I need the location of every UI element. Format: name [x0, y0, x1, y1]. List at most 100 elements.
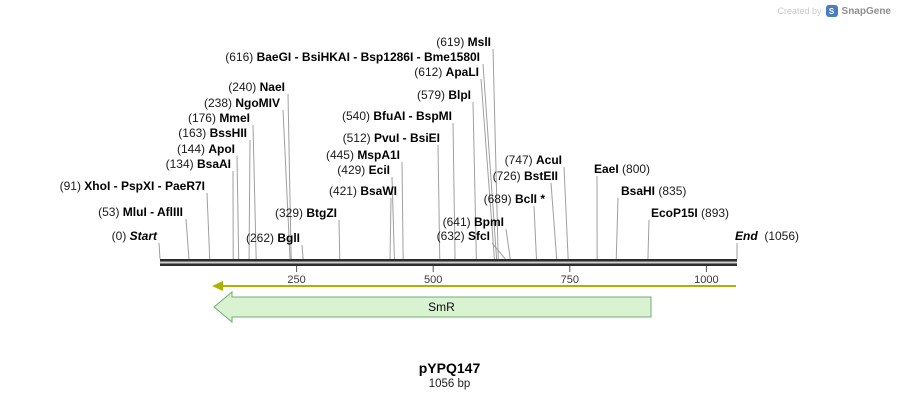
- restriction-site-label: (176) MmeI: [188, 111, 250, 125]
- site-connector-line: [550, 182, 558, 260]
- restriction-site-label: (612) ApaLI: [414, 65, 479, 79]
- restriction-site-label: (0) Start: [112, 229, 157, 243]
- restriction-site-label: BsaHI (835): [621, 184, 686, 198]
- site-position-text: (619): [436, 35, 468, 49]
- site-connector-line: [615, 197, 619, 260]
- site-position-text: (540): [341, 109, 374, 123]
- restriction-site-label: (329) BtgZI: [275, 206, 337, 220]
- restriction-site-label: (262) BglI: [246, 231, 300, 245]
- restriction-site-label: (540) BfuAI - BspMI: [342, 109, 452, 123]
- site-position-text: (579): [416, 88, 449, 102]
- site-connector-line: [206, 192, 211, 260]
- restriction-site-label: (144) ApoI: [177, 142, 235, 156]
- site-position-text: (176): [187, 111, 220, 125]
- enzyme-name-text: ApoI: [208, 142, 235, 156]
- site-position-text: (53): [98, 205, 123, 219]
- site-connector-line: [287, 93, 292, 260]
- enzyme-name-text: End: [735, 229, 758, 243]
- restriction-site-label: (91) XhoI - PspXI - PaeR7I: [60, 179, 205, 193]
- enzyme-name-text: MspA1I: [357, 148, 400, 162]
- site-position-text: (1056): [757, 229, 800, 243]
- enzyme-name-text: NgoMIV: [235, 96, 280, 110]
- site-connector-line: [389, 197, 392, 260]
- enzyme-name-text: AcuI: [535, 153, 562, 167]
- site-connector-line: [472, 101, 477, 260]
- map-length-label: 1056 bp: [428, 378, 471, 390]
- restriction-site-label: (632) SfcI: [437, 229, 490, 243]
- restriction-site-label: (163) BssHII: [178, 126, 247, 140]
- restriction-site-label: (429) EciI: [337, 163, 390, 177]
- site-connector-line: [563, 166, 569, 260]
- axis-tick-label: 750: [561, 274, 579, 286]
- site-position-text: (893): [697, 206, 730, 220]
- feature-arrow-smr: [213, 290, 652, 324]
- site-position-text: (800): [618, 162, 651, 176]
- site-connector-line: [252, 124, 257, 260]
- site-position-text: (445): [325, 148, 358, 162]
- map-title: pYPQ147: [418, 360, 481, 376]
- site-connector-line: [492, 48, 499, 260]
- site-position-text: (726): [492, 169, 524, 183]
- enzyme-name-text: XhoI - PspXI - PaeR7I: [84, 179, 205, 193]
- enzyme-name-text: BsaHI: [621, 184, 656, 198]
- site-position-text: (238): [203, 96, 236, 110]
- site-position-text: (835): [655, 184, 687, 198]
- site-position-text: (512): [342, 131, 374, 145]
- restriction-site-label: (579) BlpI: [417, 88, 471, 102]
- site-connector-line: [391, 176, 395, 260]
- site-position-text: (240): [228, 80, 260, 94]
- site-position-text: (91): [59, 179, 85, 193]
- enzyme-name-text: BlpI: [448, 88, 471, 102]
- enzyme-name-text: EciI: [368, 163, 390, 177]
- site-position-text: (421): [328, 184, 361, 198]
- enzyme-name-text: Start: [129, 229, 157, 243]
- watermark-prefix-text: Created by: [777, 6, 822, 16]
- restriction-site-label: EaeI (800): [594, 162, 650, 176]
- enzyme-name-text: MmeI: [219, 111, 250, 125]
- sequence-axis-inner: [160, 261, 737, 264]
- restriction-site-label: (134) BsaAI: [166, 157, 231, 171]
- enzyme-name-text: BclI *: [514, 192, 545, 206]
- restriction-site-label: (619) MslI: [436, 35, 491, 49]
- site-position-text: (616): [225, 50, 257, 64]
- enzyme-name-text: BpmI: [474, 215, 504, 229]
- site-connector-line: [480, 78, 495, 260]
- site-position-text: (612): [414, 65, 446, 79]
- restriction-site-label: (512) PvuI - BsiEI: [343, 131, 440, 145]
- watermark-brand-text: SnapGene: [841, 5, 891, 17]
- enzyme-name-text: BsaWI: [360, 184, 397, 198]
- restriction-site-label: (747) AcuI: [505, 153, 562, 167]
- site-connector-line: [647, 219, 650, 260]
- site-connector-line: [437, 144, 441, 260]
- site-connector-line: [236, 155, 240, 260]
- site-position-text: (0): [111, 229, 130, 243]
- enzyme-name-text: BtgZI: [306, 206, 337, 220]
- axis-tick-label: 250: [287, 274, 305, 286]
- site-position-text: (262): [245, 231, 278, 245]
- site-position-text: (329): [274, 206, 307, 220]
- enzyme-name-text: BfuAI - BspMI: [373, 109, 452, 123]
- watermark: Created by S SnapGene: [777, 5, 891, 17]
- site-connector-line: [158, 242, 161, 260]
- restriction-site-label: (53) MluI - AflIII: [98, 205, 183, 219]
- enzyme-name-text: EcoP15I: [651, 206, 698, 220]
- site-connector-line: [505, 228, 511, 260]
- restriction-site-label: EcoP15I (893): [651, 206, 729, 220]
- enzyme-name-text: NaeI: [259, 80, 285, 94]
- restriction-site-label: (445) MspA1I: [326, 148, 400, 162]
- site-position-text: (632): [436, 229, 468, 243]
- restriction-site-label: (641) BpmI: [443, 215, 504, 229]
- restriction-site-label: (238) NgoMIV: [204, 96, 280, 110]
- site-position-text: (134): [165, 157, 197, 171]
- site-connector-line: [301, 244, 304, 260]
- enzyme-name-text: BglI: [277, 231, 300, 245]
- site-connector-line: [185, 218, 190, 260]
- enzyme-name-text: ApaLI: [445, 65, 479, 79]
- enzyme-name-text: BsaAI: [196, 157, 231, 171]
- feature-label-smr: SmR: [428, 300, 455, 314]
- site-connector-line: [401, 161, 404, 260]
- enzyme-name-text: BstEII: [523, 169, 558, 183]
- site-connector-line: [533, 205, 537, 260]
